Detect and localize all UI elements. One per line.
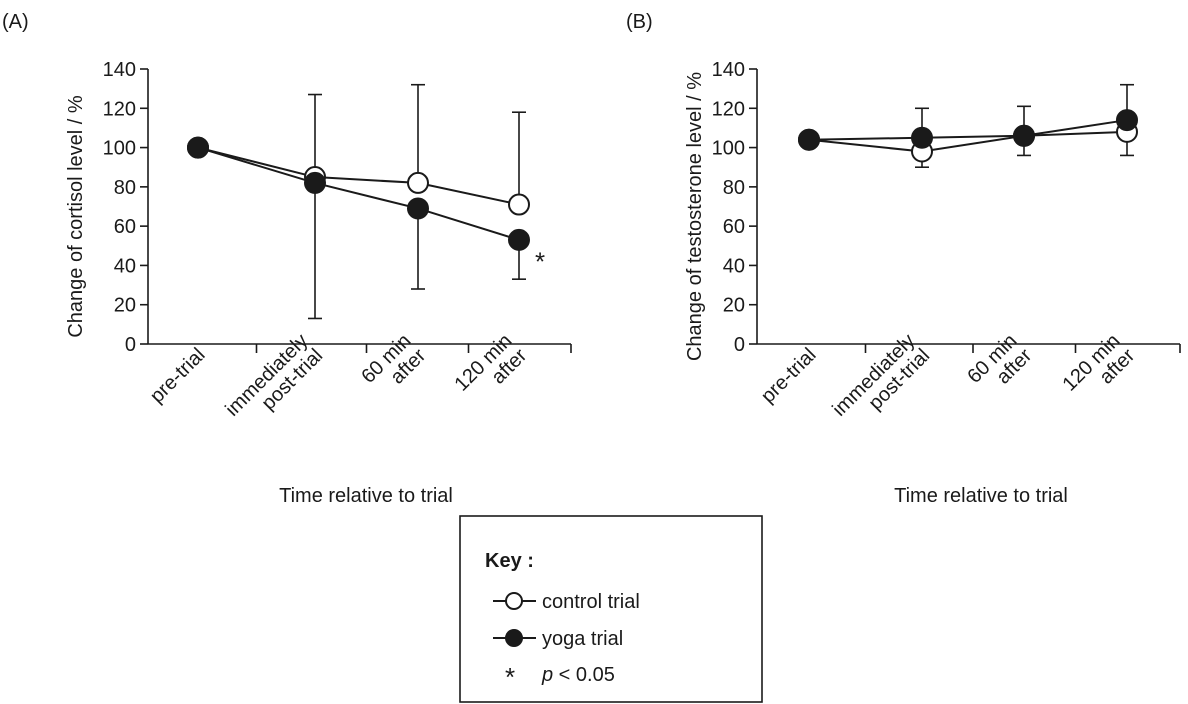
y-tick-label: 140 [712, 59, 745, 81]
key-significance-label: p < 0.05 [541, 664, 615, 686]
series-line-open [808, 130, 1128, 153]
y-tick-label: 0 [734, 334, 745, 356]
panel-a-cortisol-chart: (A) 0 20 40 60 80 100 120 140 pre-trial immediatel… [2, 11, 572, 507]
y-tick-label: 140 [103, 59, 136, 81]
series-line-open [197, 146, 520, 206]
key-title: Key : [485, 550, 534, 572]
x-tick-label-line: pre-trial [757, 344, 820, 407]
y-tick-label: 80 [114, 177, 136, 199]
y-tick-label: 120 [103, 98, 136, 120]
yoga-point [508, 228, 530, 251]
x-tick-label: 120 minafter [451, 330, 532, 411]
yoga-point [187, 136, 209, 159]
panel-b-testosterone-chart: (B) 0 20 40 60 80 100 120 140 pre-trial immediatel… [626, 11, 1181, 507]
x-tick-label: 60 minafter [963, 330, 1036, 403]
y-tick-label: 40 [114, 255, 136, 277]
y-tick-label: 40 [723, 255, 745, 277]
y-axis-title: Change of cortisol level / % [65, 95, 87, 338]
panel-label: (B) [626, 11, 653, 33]
panel-label: (A) [2, 11, 29, 33]
y-tick-label: 100 [103, 138, 136, 160]
significance-asterisk: * [535, 247, 545, 277]
key-legend: Key : control trial yoga trial * p < 0.0… [459, 515, 763, 703]
series-line-filled [197, 146, 520, 241]
series-line-filled [808, 119, 1128, 141]
yoga-point [1013, 124, 1035, 147]
yoga-point [407, 197, 429, 220]
key-yoga-marker [505, 629, 523, 647]
x-tick-label: immediatelypost-trial [221, 330, 327, 436]
y-axis-title: Change of testosterone level / % [684, 72, 706, 361]
yoga-point [798, 128, 820, 151]
yoga-point [304, 171, 326, 194]
x-axis-title: Time relative to trial [279, 485, 453, 507]
yoga-point [911, 126, 933, 149]
x-tick-label: pre-trial [757, 344, 820, 407]
key-control-marker [505, 592, 523, 610]
control-point [508, 193, 530, 216]
x-tick-label: pre-trial [146, 344, 209, 407]
key-p-italic: p [541, 664, 553, 686]
key-asterisk-symbol: * [505, 662, 515, 692]
y-tick-label: 20 [723, 295, 745, 317]
x-tick-label: 120 minafter [1059, 330, 1140, 411]
x-tick-label: 60 minafter [357, 330, 430, 403]
yoga-point [1116, 109, 1138, 132]
x-axis-title: Time relative to trial [894, 485, 1068, 507]
key-yoga-label: yoga trial [542, 628, 623, 650]
control-point [407, 171, 429, 194]
key-p-threshold: < 0.05 [553, 664, 615, 686]
x-tick-label: immediatelypost-trial [828, 330, 934, 436]
y-tick-label: 0 [125, 334, 136, 356]
x-tick-label-line: pre-trial [146, 344, 209, 407]
y-tick-label: 20 [114, 295, 136, 317]
y-tick-label: 120 [712, 98, 745, 120]
key-control-label: control trial [542, 591, 640, 613]
y-tick-label: 60 [114, 216, 136, 238]
y-tick-label: 80 [723, 177, 745, 199]
y-tick-label: 60 [723, 216, 745, 238]
y-tick-label: 100 [712, 138, 745, 160]
